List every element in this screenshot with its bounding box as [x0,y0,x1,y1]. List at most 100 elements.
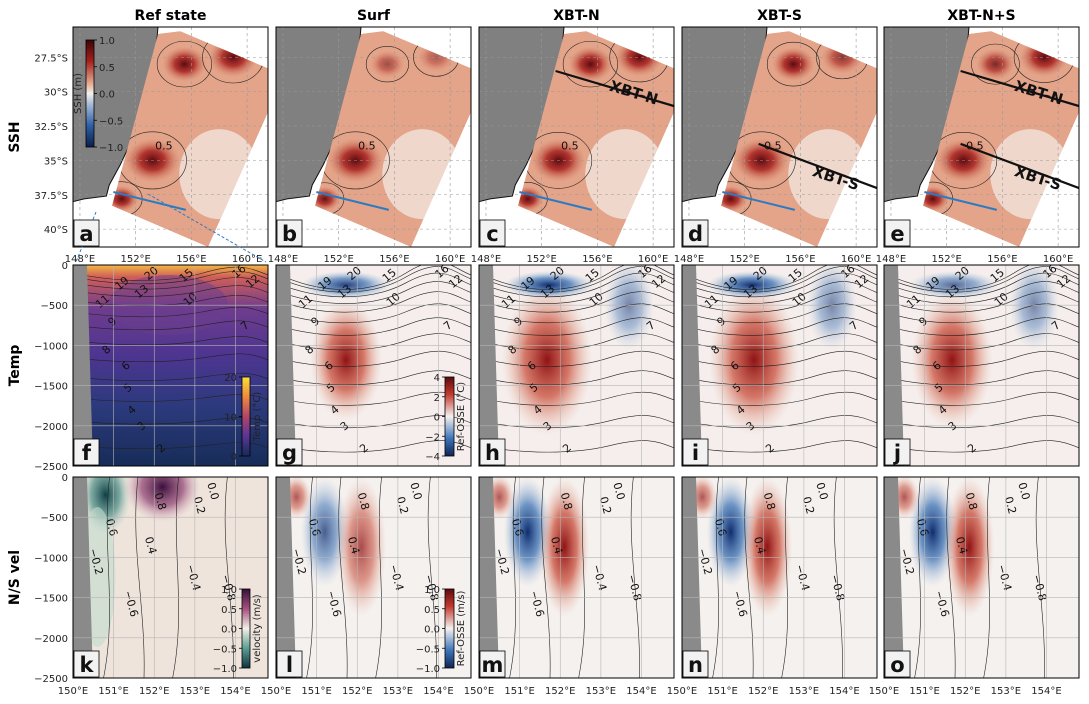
ssh-colorbar: 1.0 0.5 0.0 −0.5 −1.0 SSH (m) [73,36,123,154]
positive-anomaly [742,477,793,617]
isotherm [479,370,674,386]
velocity-contour [781,477,788,678]
panel-frame [681,264,878,467]
ssh-eddy [772,47,815,82]
panel-letter: i [682,438,709,466]
contour-label: 0.4 [548,535,565,555]
ssh-eddy [976,48,1015,80]
isotherm [682,370,877,386]
colorbar-tick-label: 0.5 [424,605,440,616]
continental-slope [73,265,93,466]
isotherm [276,266,471,293]
transect-line [924,191,998,211]
column-title: Surf [357,8,391,24]
transect-line [316,191,390,211]
x-tick-label: 152°E [120,254,150,265]
colorbar-tick-label: 0.0 [424,625,440,636]
panel-letter-text: n [688,653,703,677]
grid [479,477,674,678]
colorbar-tick-label: −0.5 [99,116,123,127]
contour-label: 0.5 [561,139,579,152]
velocity-colorbar: 1.0 0.5 0.0 −0.5 −1.0 velocity (m/s) [213,585,263,675]
panel-letter-box [884,219,911,247]
panel-letter-text: h [485,441,500,465]
panel-letter-box [884,438,911,466]
continental-slope [682,265,702,466]
x-tick-label: 152°E [139,686,169,697]
contours [712,477,843,678]
ssh-eddy [370,50,405,78]
contour-label: 0.4 [751,535,768,555]
y-tick-label: −2000 [34,634,68,645]
isotherm [276,281,471,304]
panel-letter: l [276,650,303,678]
contour-label: 0.8 [558,491,575,511]
panel-letter-box [479,219,506,247]
contours [73,266,268,449]
panel-letter: c [479,219,506,247]
positive-anomaly [539,477,590,617]
continental-slope [884,477,904,678]
velocity-contour [375,477,382,678]
continental-slope [73,477,93,678]
contour-label: 0.0 [813,481,830,501]
cold-anomaly [707,271,797,299]
colorbar-tick-label: 1.0 [221,585,237,596]
velocity-contour [427,477,437,678]
x-tick-label: 150°E [58,686,88,697]
x-tick-label: 153°E [586,686,616,697]
isotherm [276,291,471,313]
x-tick-label: 160°E [638,254,668,265]
panel-frame [72,26,269,248]
x-tick-label: 151°E [301,686,331,697]
panel-frame [478,476,675,679]
y-tick-label: −500 [41,513,68,524]
panel-letter-box [73,438,100,466]
x-tick-label: 153°E [991,686,1021,697]
contours [306,477,437,678]
isotherm [682,440,877,453]
isotherm [682,266,877,293]
panel-letter-box [682,438,709,466]
isotherm [682,265,877,290]
grid [682,27,877,247]
velocity-contour [338,477,348,678]
panel-letter-box [682,650,709,678]
isotherm [682,272,877,298]
colorbar-tick-label: −2 [425,432,440,443]
isotherm [479,440,674,453]
column-titles: Ref state Surf XBT-N XBT-S XBT-N+S [135,8,1016,24]
colorbar-tick-label: −4 [425,452,440,463]
x-tick-label: 148°E [65,254,95,265]
contour-label: 0.5 [358,139,376,152]
southward-flow [124,477,201,522]
grid [479,265,674,466]
panel-letter-box [276,650,303,678]
y-tick-label: −2000 [34,422,68,433]
colorbar-bar [444,588,455,669]
colorbar-tick-label: 0 [434,413,440,424]
panel-frame [883,26,1080,248]
contours [103,477,234,678]
isotherm [884,281,1079,304]
grid [884,27,1079,247]
vel-section: 0.80.60.40.20.0−0.2−0.4−0.6−0.8 [884,477,1079,678]
velocity-contour [833,477,843,678]
x-tick-label: 150°E [261,686,291,697]
contour-label: 0.6 [306,517,323,537]
velocity-contour [103,477,110,678]
isotherm [884,333,1079,351]
isotherm [73,271,268,285]
row-title: SSH [7,121,23,152]
isotherm [884,272,1079,298]
y-tick-label: 0 [62,261,68,272]
velocity-contour [946,477,956,678]
velocity-contour [744,477,754,678]
isotherm [73,277,268,290]
y-tick-label: −500 [41,301,68,312]
